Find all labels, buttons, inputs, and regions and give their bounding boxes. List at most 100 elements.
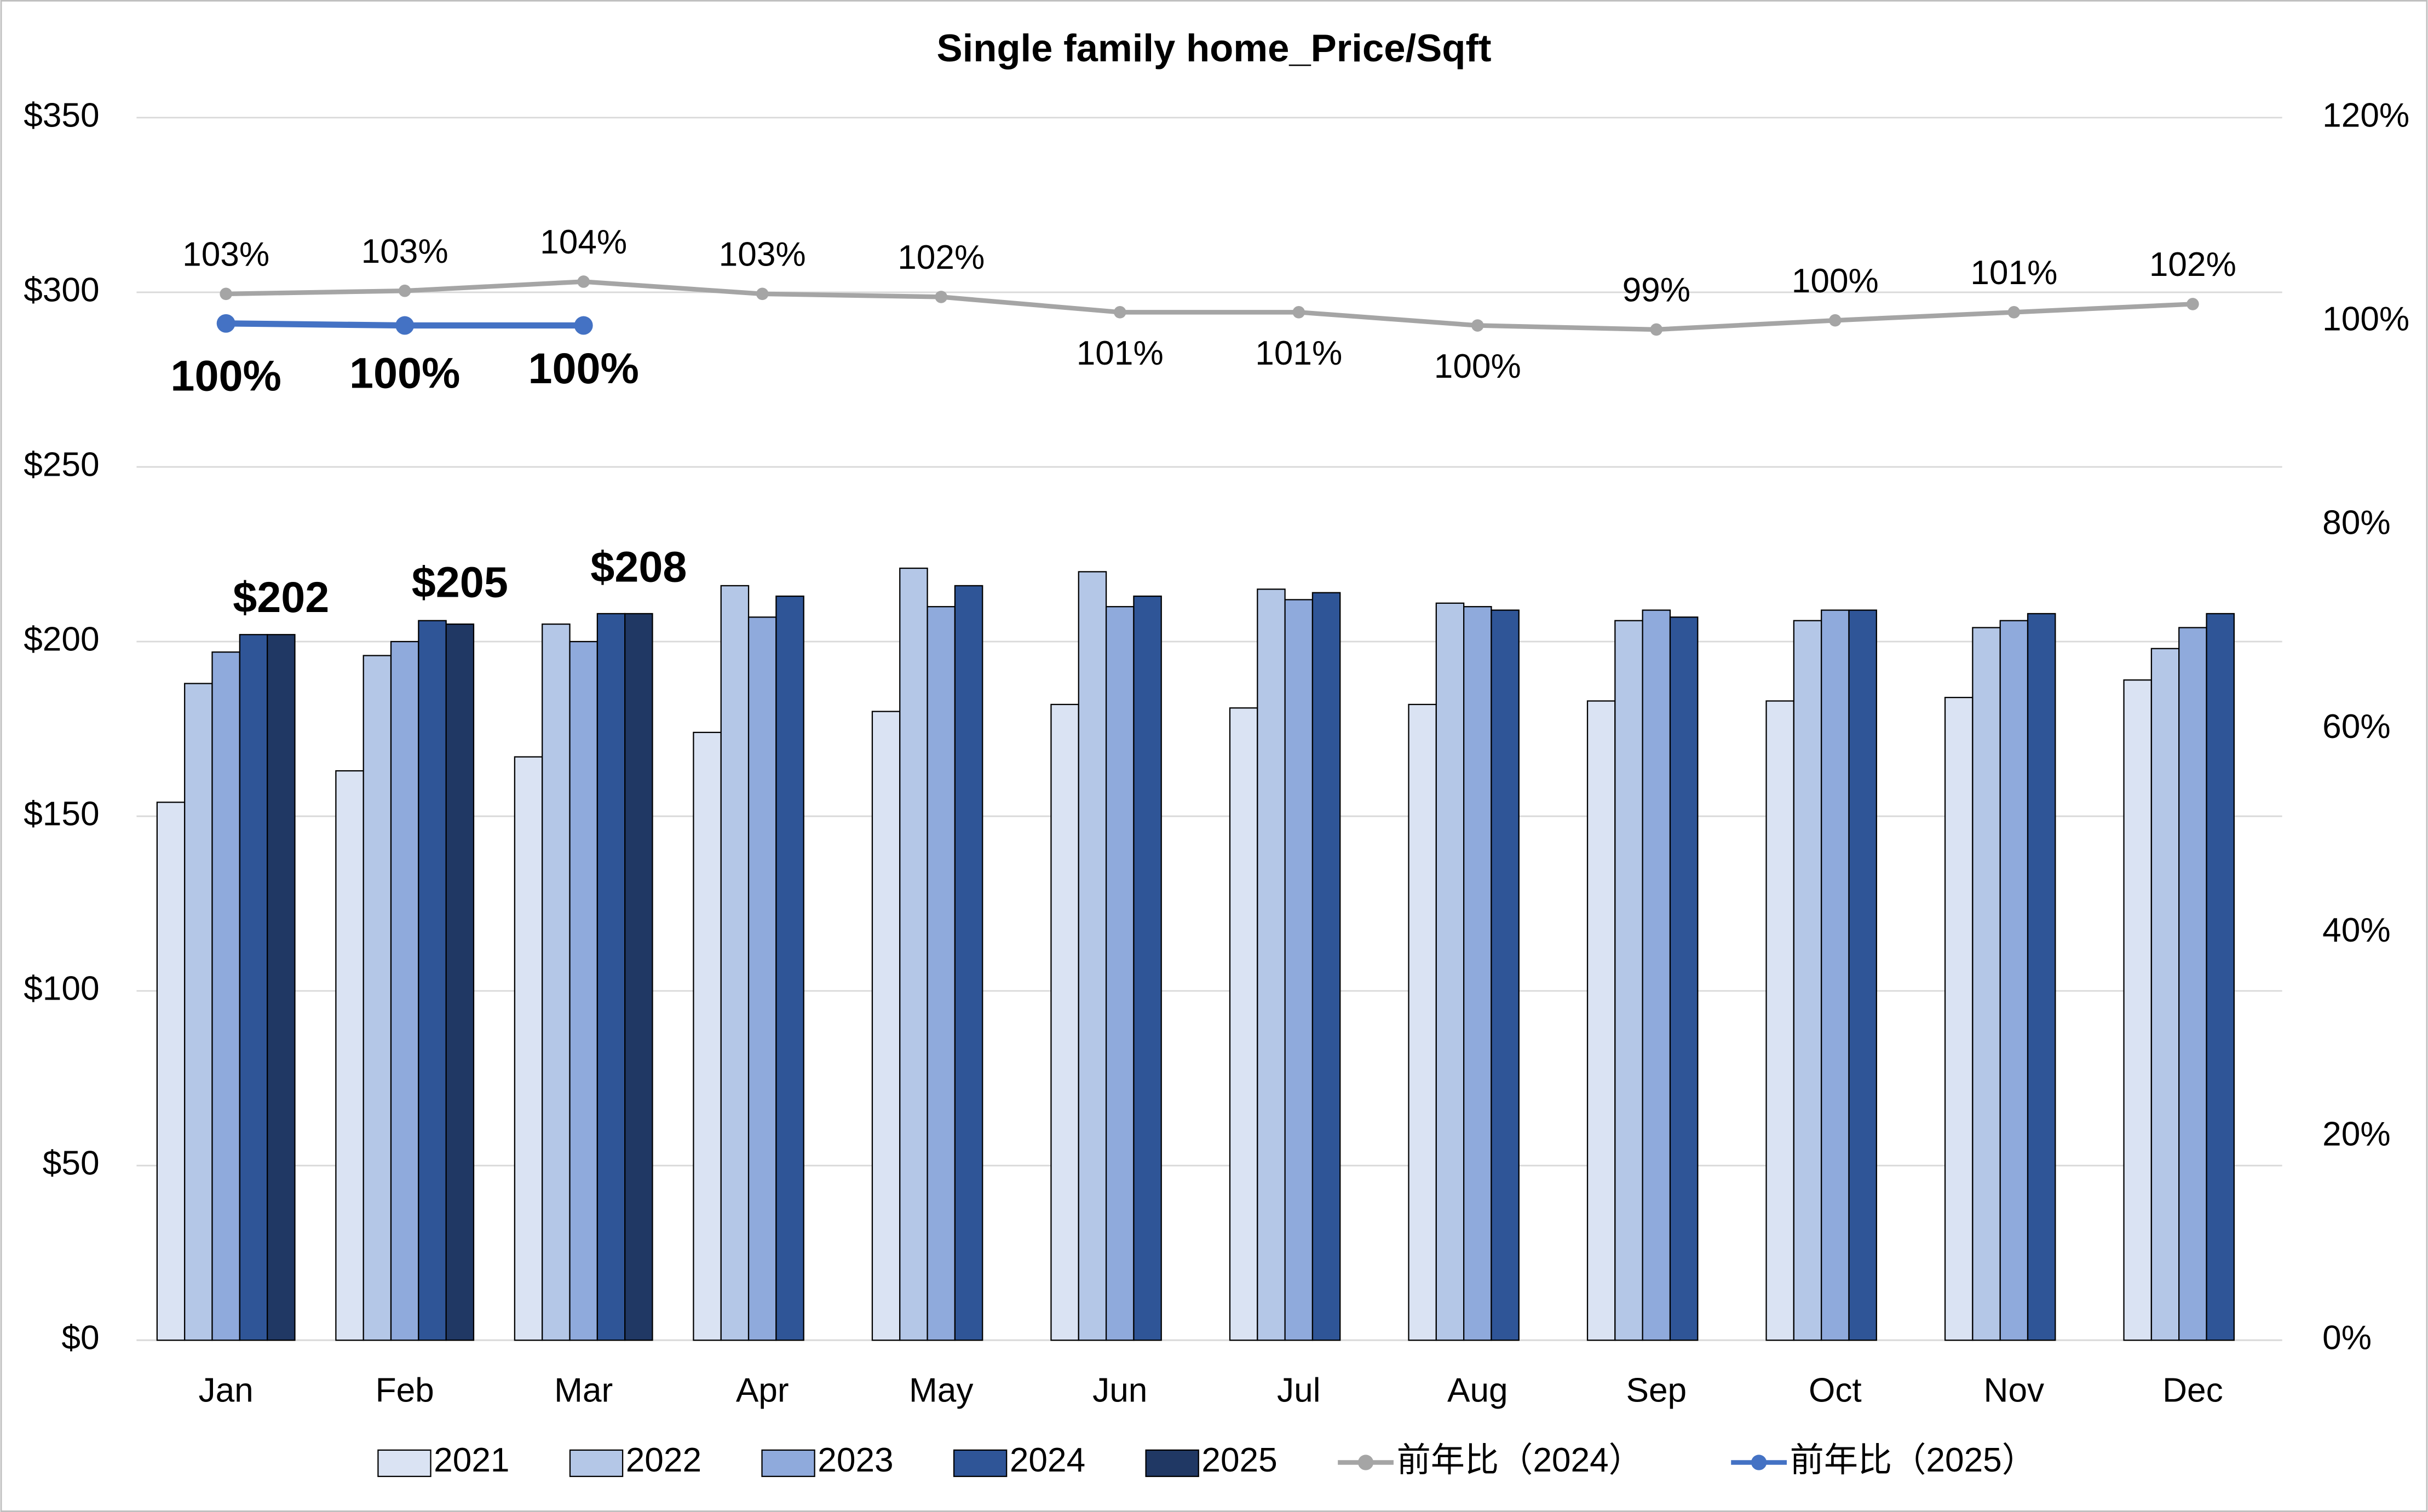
legend-label: 2023	[818, 1441, 893, 1479]
x-tick-label: Mar	[554, 1372, 613, 1410]
bar	[1311, 592, 1341, 1341]
bar	[2150, 648, 2180, 1341]
y2-tick-label: 60%	[2322, 708, 2390, 746]
line-marker	[220, 287, 232, 301]
bar	[1133, 595, 1162, 1341]
line-marker	[1113, 306, 1126, 319]
line-marker	[1650, 323, 1663, 336]
line-marker	[398, 284, 411, 297]
y-tick-label: $200	[24, 620, 99, 658]
bar	[211, 651, 240, 1341]
bar	[184, 683, 213, 1341]
bar	[1284, 599, 1314, 1341]
line-value-label: 102%	[2149, 246, 2236, 284]
y2-tick-label: 120%	[2322, 96, 2409, 134]
y-tick-label: $350	[24, 96, 99, 134]
bar-value-label: $208	[590, 543, 687, 591]
line-marker	[577, 275, 590, 288]
chart-title: Single family home_Price/Sqft	[936, 26, 1491, 70]
bar	[267, 634, 296, 1341]
y2-tick-label: 80%	[2322, 504, 2390, 542]
legend-label: 2025	[1201, 1441, 1277, 1479]
bar	[1614, 620, 1643, 1341]
bar	[569, 640, 598, 1341]
bar	[1078, 571, 1107, 1341]
x-tick-label: Jan	[199, 1372, 254, 1410]
bar	[1765, 700, 1794, 1341]
y2-tick-label: 0%	[2322, 1319, 2372, 1357]
legend-label: 2022	[626, 1441, 701, 1479]
bar	[1586, 700, 1616, 1341]
bar	[1229, 707, 1258, 1341]
bar	[1821, 609, 1850, 1341]
bar	[335, 770, 364, 1341]
bar	[624, 613, 653, 1341]
line-marker	[2187, 298, 2199, 310]
x-tick-label: Jul	[1277, 1372, 1321, 1410]
line-value-label: 103%	[361, 233, 448, 270]
bar	[1848, 609, 1877, 1341]
line-value-label: 103%	[182, 235, 269, 273]
line-marker	[756, 287, 769, 301]
bar	[514, 756, 543, 1341]
line-value-label: 102%	[897, 239, 985, 276]
bar	[2123, 679, 2153, 1341]
x-tick-label: Nov	[1984, 1372, 2045, 1410]
line-value-label: 101%	[1255, 334, 1342, 372]
legend-label: 2024	[1010, 1441, 1085, 1479]
bar	[775, 595, 804, 1341]
legend-marker	[1357, 1455, 1374, 1470]
line-marker	[574, 316, 593, 335]
bar	[1944, 696, 1974, 1341]
bar	[596, 613, 626, 1341]
legend-swatch	[761, 1449, 815, 1478]
y-tick-label: $300	[24, 271, 99, 309]
bar	[1793, 620, 1822, 1341]
y2-tick-label: 100%	[2322, 301, 2409, 338]
line	[226, 279, 2193, 332]
bar	[899, 567, 928, 1341]
bar	[871, 711, 901, 1341]
bar	[2206, 613, 2235, 1341]
legend-swatch	[953, 1449, 1008, 1478]
bar	[720, 585, 750, 1341]
x-tick-label: Jun	[1092, 1372, 1147, 1410]
y-tick-label: $0	[61, 1319, 99, 1357]
bar	[1463, 606, 1492, 1341]
legend-marker	[1751, 1455, 1767, 1470]
bar	[2178, 627, 2207, 1341]
legend-label: 前年比（2024）	[1397, 1441, 1643, 1479]
line-value-label: 100%	[170, 351, 281, 400]
bar	[927, 606, 956, 1341]
line-marker	[216, 314, 235, 333]
bar-value-label: $202	[233, 573, 329, 621]
y-tick-label: $250	[24, 446, 99, 483]
line-value-label: 100%	[1434, 348, 1521, 385]
x-tick-label: Sep	[1626, 1372, 1687, 1410]
bar	[156, 801, 186, 1341]
line-value-label: 100%	[1792, 262, 1879, 300]
bar	[747, 616, 777, 1341]
line-marker	[1829, 314, 1842, 327]
legend-swatch	[1145, 1449, 1199, 1478]
bar	[1050, 703, 1079, 1341]
x-tick-label: Aug	[1447, 1372, 1508, 1410]
bar	[1642, 609, 1671, 1341]
bar	[954, 585, 983, 1341]
line-value-label: 100%	[349, 349, 460, 397]
line-value-label: 100%	[528, 344, 638, 393]
bar	[2027, 613, 2056, 1341]
line-marker	[2007, 306, 2021, 319]
legend-swatch	[569, 1449, 624, 1478]
line-value-label: 99%	[1622, 272, 1690, 309]
legend-swatch	[377, 1449, 431, 1478]
bar	[418, 620, 447, 1341]
legend-label: 2021	[434, 1441, 509, 1479]
line-value-label: 103%	[719, 235, 806, 273]
line-value-label: 101%	[1077, 334, 1164, 372]
y2-tick-label: 40%	[2322, 911, 2390, 949]
bar	[1491, 609, 1520, 1341]
bar	[1435, 602, 1465, 1341]
bar	[390, 640, 419, 1341]
